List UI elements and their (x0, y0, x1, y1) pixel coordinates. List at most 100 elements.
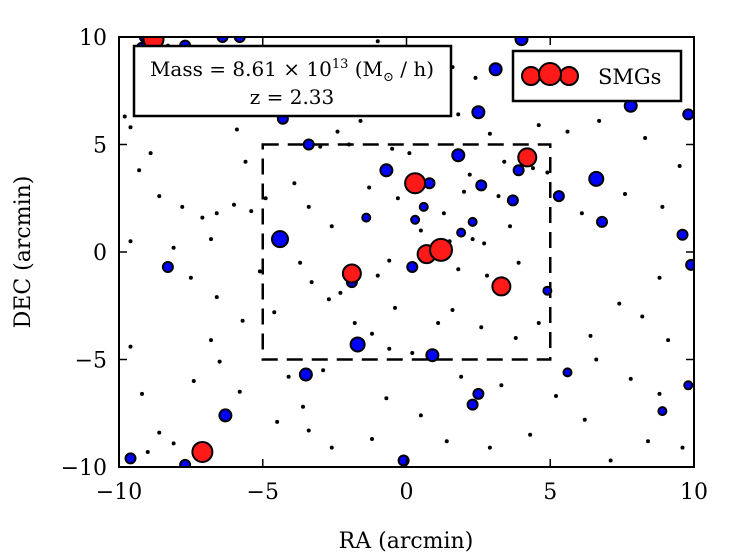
small-galaxy-point (597, 118, 602, 123)
small-galaxy-point (140, 391, 144, 396)
small-galaxy-point (387, 346, 392, 351)
small-galaxy-point (459, 374, 464, 379)
annotation-frame (132, 44, 453, 118)
small-galaxy-point (214, 211, 219, 216)
small-galaxy-point (148, 151, 153, 156)
small-galaxy-point (617, 301, 622, 306)
small-galaxy-point (326, 297, 331, 302)
small-galaxy-point (286, 374, 291, 379)
small-galaxy-point (180, 204, 185, 209)
small-galaxy-point (680, 445, 685, 450)
small-galaxy-point (657, 275, 662, 280)
y-tick-label: 5 (93, 134, 107, 159)
mass-suffix: / h) (394, 57, 434, 81)
small-galaxy-point (301, 404, 305, 409)
small-galaxy-point (335, 129, 340, 134)
small-galaxy-point (157, 430, 162, 435)
small-galaxy-point (375, 273, 380, 278)
galaxy-point (456, 227, 467, 238)
small-galaxy-point (292, 181, 297, 186)
small-galaxy-point (588, 333, 593, 338)
small-galaxy-point (122, 114, 127, 119)
galaxy-point (216, 37, 229, 43)
smg-point (404, 172, 427, 195)
x-axis-label: RA (arcmin) (339, 529, 474, 554)
small-galaxy-point (375, 39, 380, 44)
small-galaxy-point (128, 239, 133, 244)
galaxy-point (596, 215, 608, 228)
small-galaxy-point (321, 368, 326, 373)
galaxy-point (233, 37, 246, 43)
small-galaxy-point (660, 204, 665, 209)
mass-exponent: 13 (332, 57, 349, 72)
small-galaxy-point (217, 359, 222, 364)
small-galaxy-point (309, 280, 314, 285)
annotation-box: Mass = 8.61 × 1013 (M⊙ / h) z = 2.33 (132, 44, 453, 118)
small-galaxy-point (200, 215, 205, 220)
small-galaxy-point (565, 129, 570, 134)
small-galaxy-point (298, 260, 303, 265)
galaxy-point (467, 216, 478, 227)
small-galaxy-point (171, 245, 176, 250)
small-galaxy-point (128, 344, 133, 349)
small-galaxy-point (390, 146, 395, 151)
small-galaxy-point (157, 194, 162, 199)
small-galaxy-point (209, 237, 213, 242)
small-galaxy-point (137, 168, 142, 173)
galaxy-point (552, 190, 565, 203)
small-galaxy-point (479, 325, 484, 330)
small-galaxy-point (240, 318, 245, 323)
x-tick-label: −5 (247, 480, 279, 505)
galaxy-point (512, 164, 525, 177)
galaxy-point (683, 380, 694, 391)
small-galaxy-point (370, 437, 374, 442)
galaxy-point (466, 398, 479, 411)
small-galaxy-point (657, 391, 662, 396)
legend-label: SMGs (598, 65, 661, 89)
galaxy-point (451, 148, 466, 163)
galaxy-point (124, 452, 137, 465)
small-galaxy-point (145, 449, 150, 454)
small-galaxy-point (272, 310, 277, 315)
small-galaxy-point (496, 194, 501, 199)
x-tick-label: 0 (400, 480, 414, 505)
small-galaxy-point (628, 376, 633, 381)
small-galaxy-point (128, 125, 133, 130)
galaxy-point (676, 228, 689, 241)
galaxy-point (349, 336, 366, 353)
small-galaxy-point (410, 351, 415, 356)
small-galaxy-point (306, 428, 311, 433)
small-galaxy-point (418, 228, 423, 233)
small-galaxy-point (508, 224, 512, 229)
galaxy-point (379, 163, 394, 178)
legend: SMGs (511, 49, 683, 103)
galaxy-point (406, 261, 419, 274)
small-galaxy-point (482, 241, 487, 246)
small-galaxy-point (554, 394, 558, 399)
galaxy-point (471, 105, 486, 120)
small-galaxy-point (473, 75, 478, 80)
galaxy-point (425, 348, 440, 363)
galaxy-point (488, 62, 503, 77)
small-galaxy-point (234, 127, 239, 132)
small-galaxy-point (263, 196, 268, 201)
small-galaxy-point (418, 413, 423, 418)
galaxy-point (657, 406, 668, 417)
galaxy-point (514, 37, 529, 47)
small-galaxy-point (257, 269, 262, 274)
y-tick-label: 0 (93, 241, 107, 266)
galaxy-point (418, 201, 429, 212)
small-galaxy-point (441, 211, 446, 216)
small-galaxy-point (367, 185, 372, 190)
small-galaxy-point (214, 295, 219, 300)
mass-prefix: Mass = 8.61 × 10 (150, 57, 332, 81)
small-galaxy-point (191, 379, 196, 383)
small-galaxy-point (487, 131, 492, 136)
galaxy-point (475, 179, 488, 192)
galaxy-point (685, 258, 694, 271)
small-galaxy-point (545, 170, 550, 175)
small-galaxy-point (237, 389, 242, 394)
galaxy-point (542, 285, 553, 296)
small-galaxy-point (513, 336, 518, 340)
y-tick-label: −10 (61, 456, 107, 481)
